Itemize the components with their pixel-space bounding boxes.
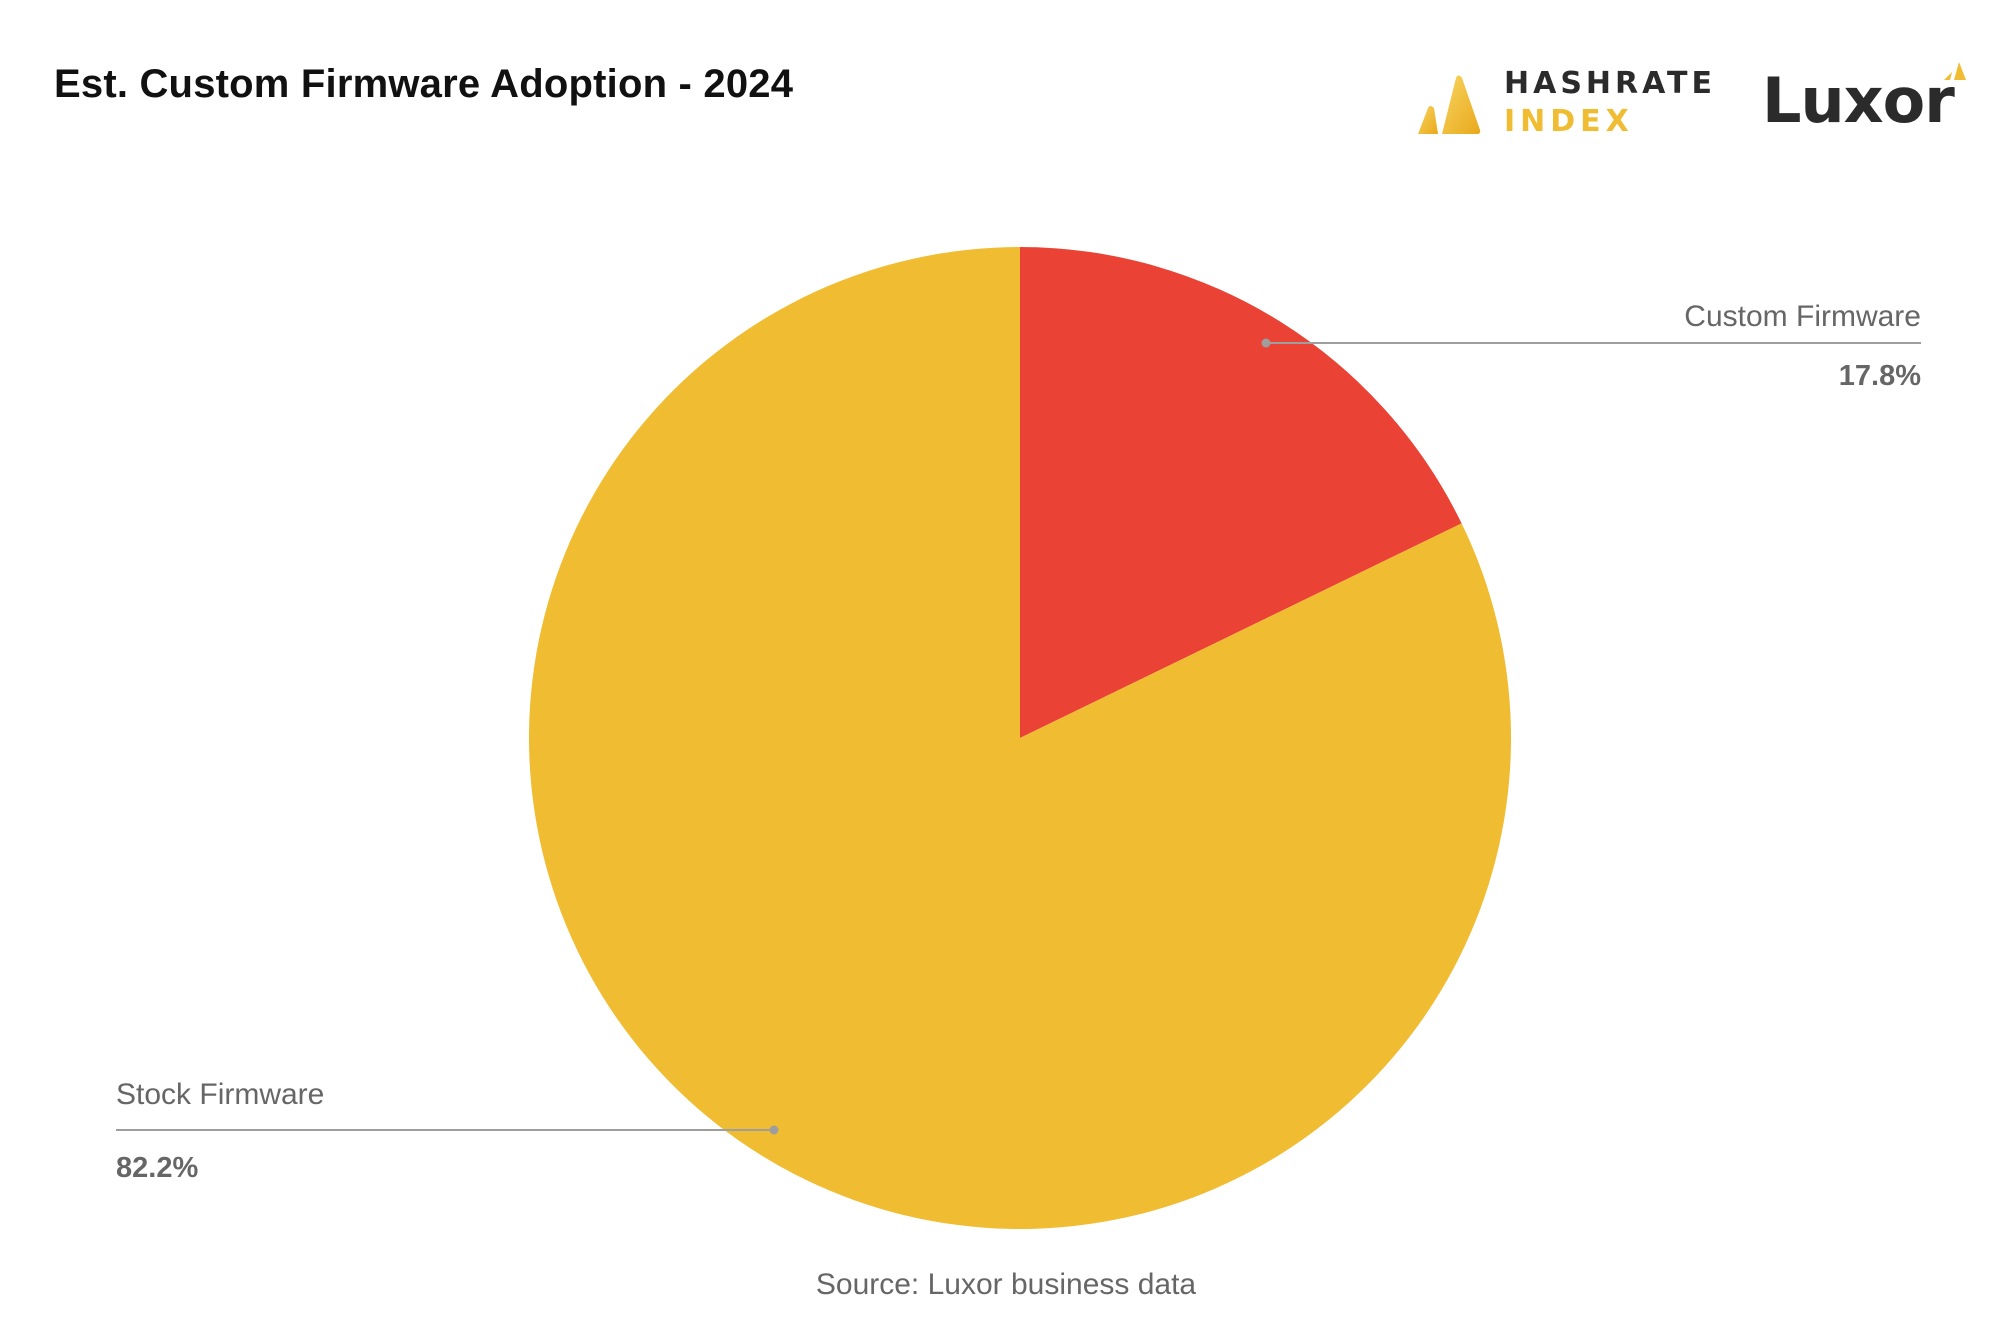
stock-firmware-label: Stock Firmware (116, 1078, 325, 1111)
luxor-logo: Luxor (1762, 56, 1972, 137)
source-note: Source: Luxor business data (815, 1268, 1197, 1301)
luxor-logo-mark-icon (1944, 62, 1966, 80)
luxor-logo-text: Luxor (1762, 64, 1955, 137)
pie-slice-stock-firmware (529, 247, 1511, 1229)
stock-firmware-leader (116, 1125, 779, 1135)
custom-firmware-leader (1261, 338, 1921, 348)
hashrate-logo-text: HASHRATE (1504, 66, 1716, 101)
custom-firmware-leader-dot (1261, 338, 1271, 348)
chart-title: Est. Custom Firmware Adoption - 2024 (54, 62, 794, 106)
hashrate-index-logo-icon (1418, 75, 1481, 134)
custom-firmware-value: 17.8% (1838, 360, 1921, 392)
stock-firmware-leader-dot (769, 1125, 779, 1135)
pie-slice-custom-firmware (1020, 247, 1462, 738)
custom-firmware-label: Custom Firmware (1684, 300, 1921, 333)
stock-firmware-value: 82.2% (116, 1152, 199, 1184)
index-logo-text: INDEX (1504, 104, 1634, 139)
hashrate-index-logo: HASHRATE INDEX (1412, 66, 1712, 142)
pie-slices (529, 247, 1511, 1229)
